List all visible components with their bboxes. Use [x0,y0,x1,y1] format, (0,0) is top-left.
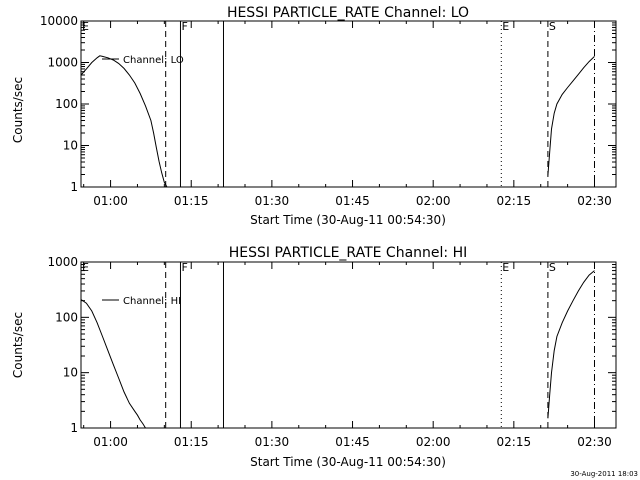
y-tick-label: 10 [63,139,78,153]
series-line [80,299,146,429]
x-tick-label: 01:00 [93,435,128,449]
y-tick-label: 100 [55,97,78,111]
event-label: S [549,261,556,274]
chart-title: HESSI PARTICLE_RATE Channel: HI [229,245,467,261]
x-tick-label: 01:00 [93,194,128,208]
y-tick-label: 10 [63,366,78,380]
legend-label: Channel: HI [123,296,181,307]
x-tick-label: 02:15 [497,194,532,208]
x-tick-label: 01:30 [255,194,290,208]
chart-title: HESSI PARTICLE_RATE Channel: LO [227,5,469,21]
plot-frame [80,20,617,188]
event-label: E [82,261,89,274]
y-tick-label: 10000 [40,14,78,28]
event-label: F [181,261,187,274]
y-axis-label: Counts/sec [11,312,25,378]
plot-frame [80,261,617,429]
y-tick-label: 1000 [47,255,78,269]
x-tick-label: 02:00 [416,194,451,208]
x-tick-label: 01:30 [255,435,290,449]
x-tick-label: 01:45 [335,194,370,208]
panel-hi: HESSI PARTICLE_RATE Channel: HI Start Ti… [11,245,617,469]
event-label: F [181,20,187,33]
legend-label: Channel: LO [123,55,184,66]
x-tick-label: 02:15 [497,435,532,449]
x-tick-label: 01:15 [174,194,209,208]
panel-lo: HESSI PARTICLE_RATE Channel: LO Start Ti… [11,5,617,227]
series-line [547,270,595,419]
x-tick-label: 01:15 [174,435,209,449]
timestamp: 30-Aug-2011 18:03 [570,470,638,478]
y-axis-label: Counts/sec [11,77,25,143]
x-tick-label: 02:30 [577,194,612,208]
series-line [80,55,168,188]
x-axis-label: Start Time (30-Aug-11 00:54:30) [250,213,446,227]
event-label: E [82,20,89,33]
event-label: S [549,20,556,33]
x-tick-label: 02:00 [416,435,451,449]
y-tick-label: 1000 [47,56,78,70]
y-tick-label: 1 [70,421,78,435]
y-tick-label: 1 [70,180,78,194]
event-label: E [502,20,509,33]
series-line [547,56,595,176]
event-label: E [502,261,509,274]
x-tick-label: 01:45 [335,435,370,449]
x-axis-label: Start Time (30-Aug-11 00:54:30) [250,455,446,469]
y-tick-label: 100 [55,310,78,324]
x-tick-label: 02:30 [577,435,612,449]
